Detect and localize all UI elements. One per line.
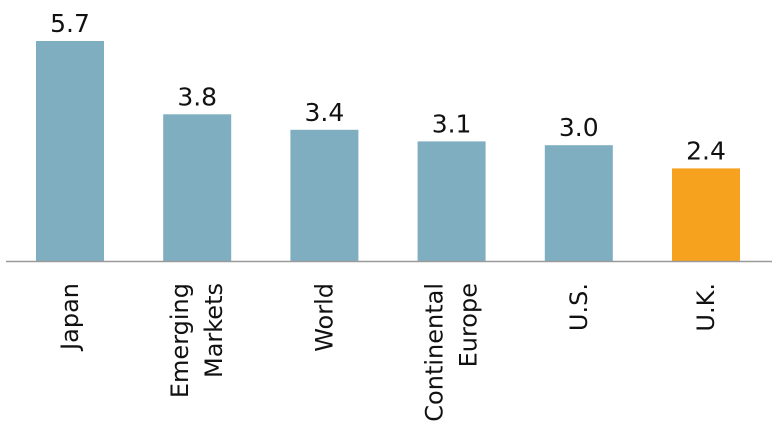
category-label-line: Markets bbox=[200, 283, 228, 378]
value-label-u-s: 3.0 bbox=[559, 113, 599, 142]
category-label-line: Japan bbox=[56, 283, 84, 352]
value-label-world: 3.4 bbox=[305, 98, 345, 127]
category-label-line: Continental bbox=[421, 283, 449, 422]
bar-u-k bbox=[672, 168, 740, 261]
category-label-world: World bbox=[310, 283, 338, 352]
value-label-emerging-markets: 3.8 bbox=[177, 82, 217, 111]
category-label-line: U.K. bbox=[692, 283, 720, 332]
bar-emerging-markets bbox=[163, 114, 232, 261]
category-label-line: Emerging bbox=[166, 283, 194, 398]
bars-group bbox=[36, 41, 740, 261]
category-label-continental-europe: Continental Europe bbox=[421, 283, 483, 422]
bar-japan bbox=[36, 41, 104, 261]
bar-continental-europe bbox=[417, 141, 486, 261]
bar-u-s bbox=[544, 145, 613, 261]
category-labels-group: Japan Emerging Markets World Continental Euro… bbox=[56, 283, 720, 422]
value-label-u-k: 2.4 bbox=[686, 136, 726, 165]
category-label-line: Europe bbox=[455, 283, 483, 367]
value-label-japan: 5.7 bbox=[50, 9, 90, 38]
category-label-line: U.S. bbox=[565, 283, 593, 331]
category-label-u-s: U.S. bbox=[565, 283, 593, 331]
value-labels-group: 5.7 3.8 3.4 3.1 3.0 2.4 bbox=[50, 9, 726, 165]
value-label-continental-europe: 3.1 bbox=[432, 109, 472, 138]
bar-world bbox=[290, 129, 359, 261]
category-label-japan: Japan bbox=[56, 283, 84, 352]
category-label-emerging-markets: Emerging Markets bbox=[166, 283, 228, 398]
category-label-line: World bbox=[310, 283, 338, 352]
category-label-u-k: U.K. bbox=[692, 283, 720, 332]
